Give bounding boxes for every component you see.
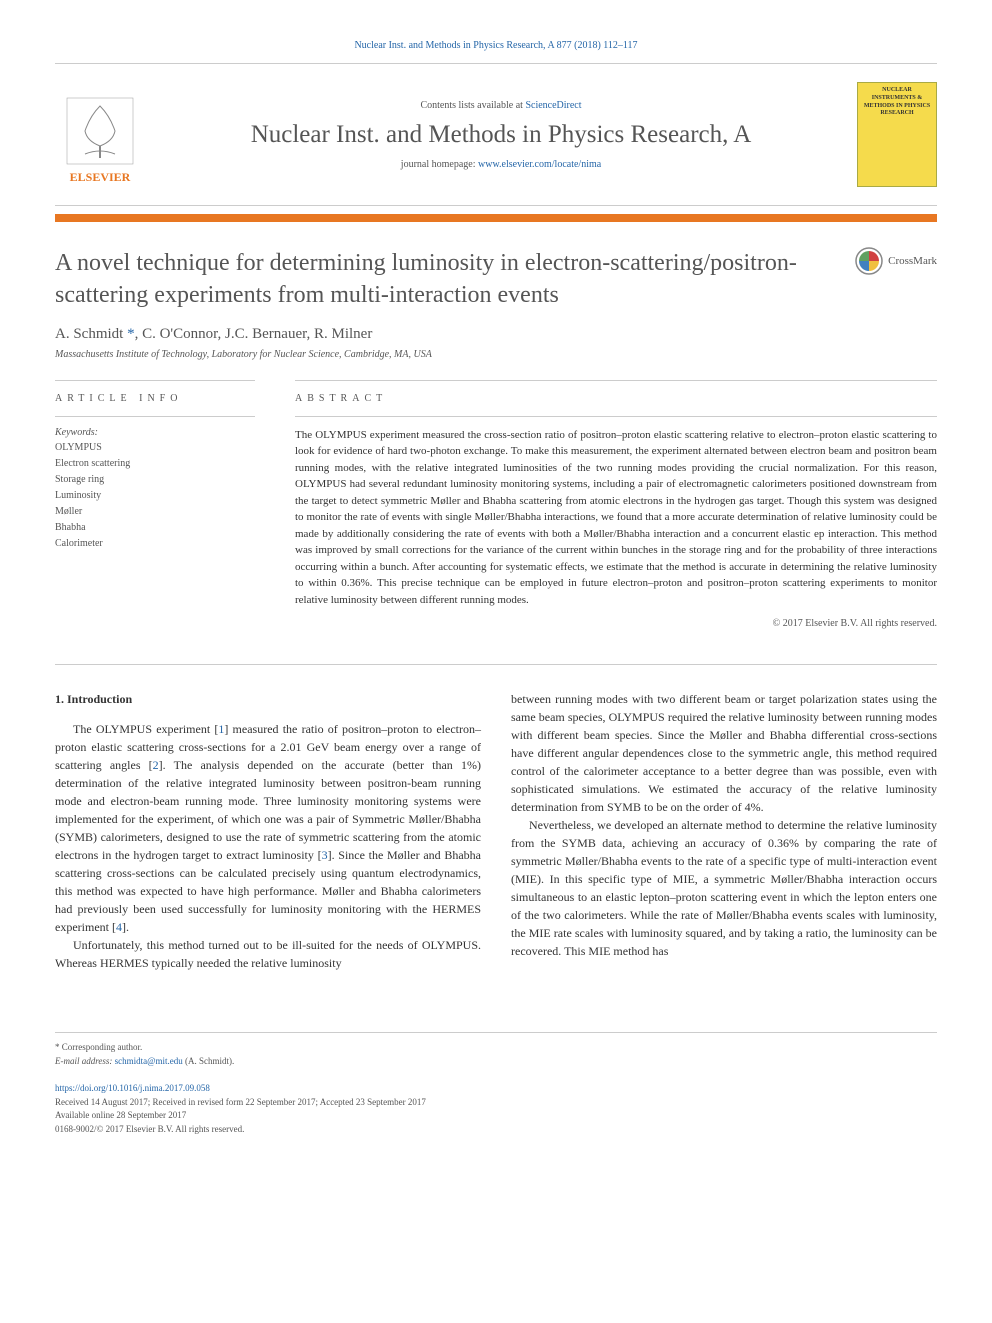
email-line: E-mail address: schmidta@mit.edu (A. Sch… bbox=[55, 1055, 937, 1069]
keyword: Møller bbox=[55, 504, 255, 520]
journal-title: Nuclear Inst. and Methods in Physics Res… bbox=[165, 121, 837, 149]
elsevier-tree-icon bbox=[65, 96, 135, 166]
keywords-list: OLYMPUS Electron scattering Storage ring… bbox=[55, 440, 255, 552]
paragraph-3: between running modes with two different… bbox=[511, 690, 937, 816]
crossmark-icon bbox=[855, 247, 883, 275]
cover-text: NUCLEAR INSTRUMENTS & METHODS IN PHYSICS… bbox=[862, 87, 932, 118]
info-abstract-row: article info Keywords: OLYMPUS Electron … bbox=[55, 380, 937, 630]
keyword: Luminosity bbox=[55, 488, 255, 504]
keyword: OLYMPUS bbox=[55, 440, 255, 456]
journal-center: Contents lists available at ScienceDirec… bbox=[165, 100, 837, 170]
keyword: Bhabha bbox=[55, 520, 255, 536]
divider bbox=[55, 205, 937, 206]
keyword: Electron scattering bbox=[55, 456, 255, 472]
header-citation: Nuclear Inst. and Methods in Physics Res… bbox=[55, 40, 937, 51]
corresponding-author-link[interactable]: * bbox=[123, 326, 134, 342]
footnotes: * Corresponding author. E-mail address: … bbox=[55, 1032, 937, 1136]
journal-cover-thumbnail: NUCLEAR INSTRUMENTS & METHODS IN PHYSICS… bbox=[857, 82, 937, 187]
contents-prefix: Contents lists available at bbox=[420, 100, 525, 111]
contents-line: Contents lists available at ScienceDirec… bbox=[165, 100, 837, 111]
sciencedirect-link[interactable]: ScienceDirect bbox=[525, 100, 581, 111]
abstract-copyright: © 2017 Elsevier B.V. All rights reserved… bbox=[295, 618, 937, 629]
elsevier-logo: ELSEVIER bbox=[55, 85, 145, 185]
section-1-heading: 1. Introduction bbox=[55, 690, 481, 708]
corresponding-author-note: * Corresponding author. bbox=[55, 1041, 937, 1055]
title-row: A novel technique for determining lumino… bbox=[55, 247, 937, 312]
keyword: Calorimeter bbox=[55, 536, 255, 552]
authors: A. Schmidt *, C. O'Connor, J.C. Bernauer… bbox=[55, 326, 937, 343]
abstract-block: abstract The OLYMPUS experiment measured… bbox=[295, 380, 937, 630]
issn-line: 0168-9002/© 2017 Elsevier B.V. All right… bbox=[55, 1123, 937, 1137]
email-link[interactable]: schmidta@mit.edu bbox=[115, 1056, 183, 1066]
keyword: Storage ring bbox=[55, 472, 255, 488]
doi-link[interactable]: https://doi.org/10.1016/j.nima.2017.09.0… bbox=[55, 1083, 210, 1093]
body-divider bbox=[55, 664, 937, 665]
article-info-heading: article info bbox=[55, 380, 255, 404]
author-1: A. Schmidt bbox=[55, 326, 123, 342]
divider bbox=[55, 63, 937, 64]
article-title: A novel technique for determining lumino… bbox=[55, 247, 835, 312]
journal-header: ELSEVIER Contents lists available at Sci… bbox=[55, 72, 937, 197]
affiliation: Massachusetts Institute of Technology, L… bbox=[55, 349, 937, 360]
abstract-text: The OLYMPUS experiment measured the cros… bbox=[295, 416, 937, 609]
email-suffix: (A. Schmidt). bbox=[183, 1056, 235, 1066]
crossmark-label: CrossMark bbox=[888, 255, 937, 267]
email-label: E-mail address: bbox=[55, 1056, 115, 1066]
received-line: Received 14 August 2017; Received in rev… bbox=[55, 1096, 937, 1110]
doi-line: https://doi.org/10.1016/j.nima.2017.09.0… bbox=[55, 1082, 937, 1096]
homepage-link[interactable]: www.elsevier.com/locate/nima bbox=[478, 159, 601, 170]
paragraph-2: Unfortunately, this method turned out to… bbox=[55, 936, 481, 972]
paragraph-4: Nevertheless, we developed an alternate … bbox=[511, 816, 937, 960]
elsevier-label: ELSEVIER bbox=[70, 170, 131, 185]
orange-accent-bar bbox=[55, 214, 937, 222]
authors-rest: , C. O'Connor, J.C. Bernauer, R. Milner bbox=[135, 326, 373, 342]
homepage-prefix: journal homepage: bbox=[401, 159, 478, 170]
crossmark-badge[interactable]: CrossMark bbox=[855, 247, 937, 275]
keywords-label: Keywords: bbox=[55, 416, 255, 438]
available-line: Available online 28 September 2017 bbox=[55, 1109, 937, 1123]
homepage-line: journal homepage: www.elsevier.com/locat… bbox=[165, 159, 837, 170]
article-info-block: article info Keywords: OLYMPUS Electron … bbox=[55, 380, 255, 630]
paragraph-1: The OLYMPUS experiment [1] measured the … bbox=[55, 720, 481, 936]
body-columns: 1. Introduction The OLYMPUS experiment [… bbox=[55, 690, 937, 972]
abstract-heading: abstract bbox=[295, 380, 937, 404]
